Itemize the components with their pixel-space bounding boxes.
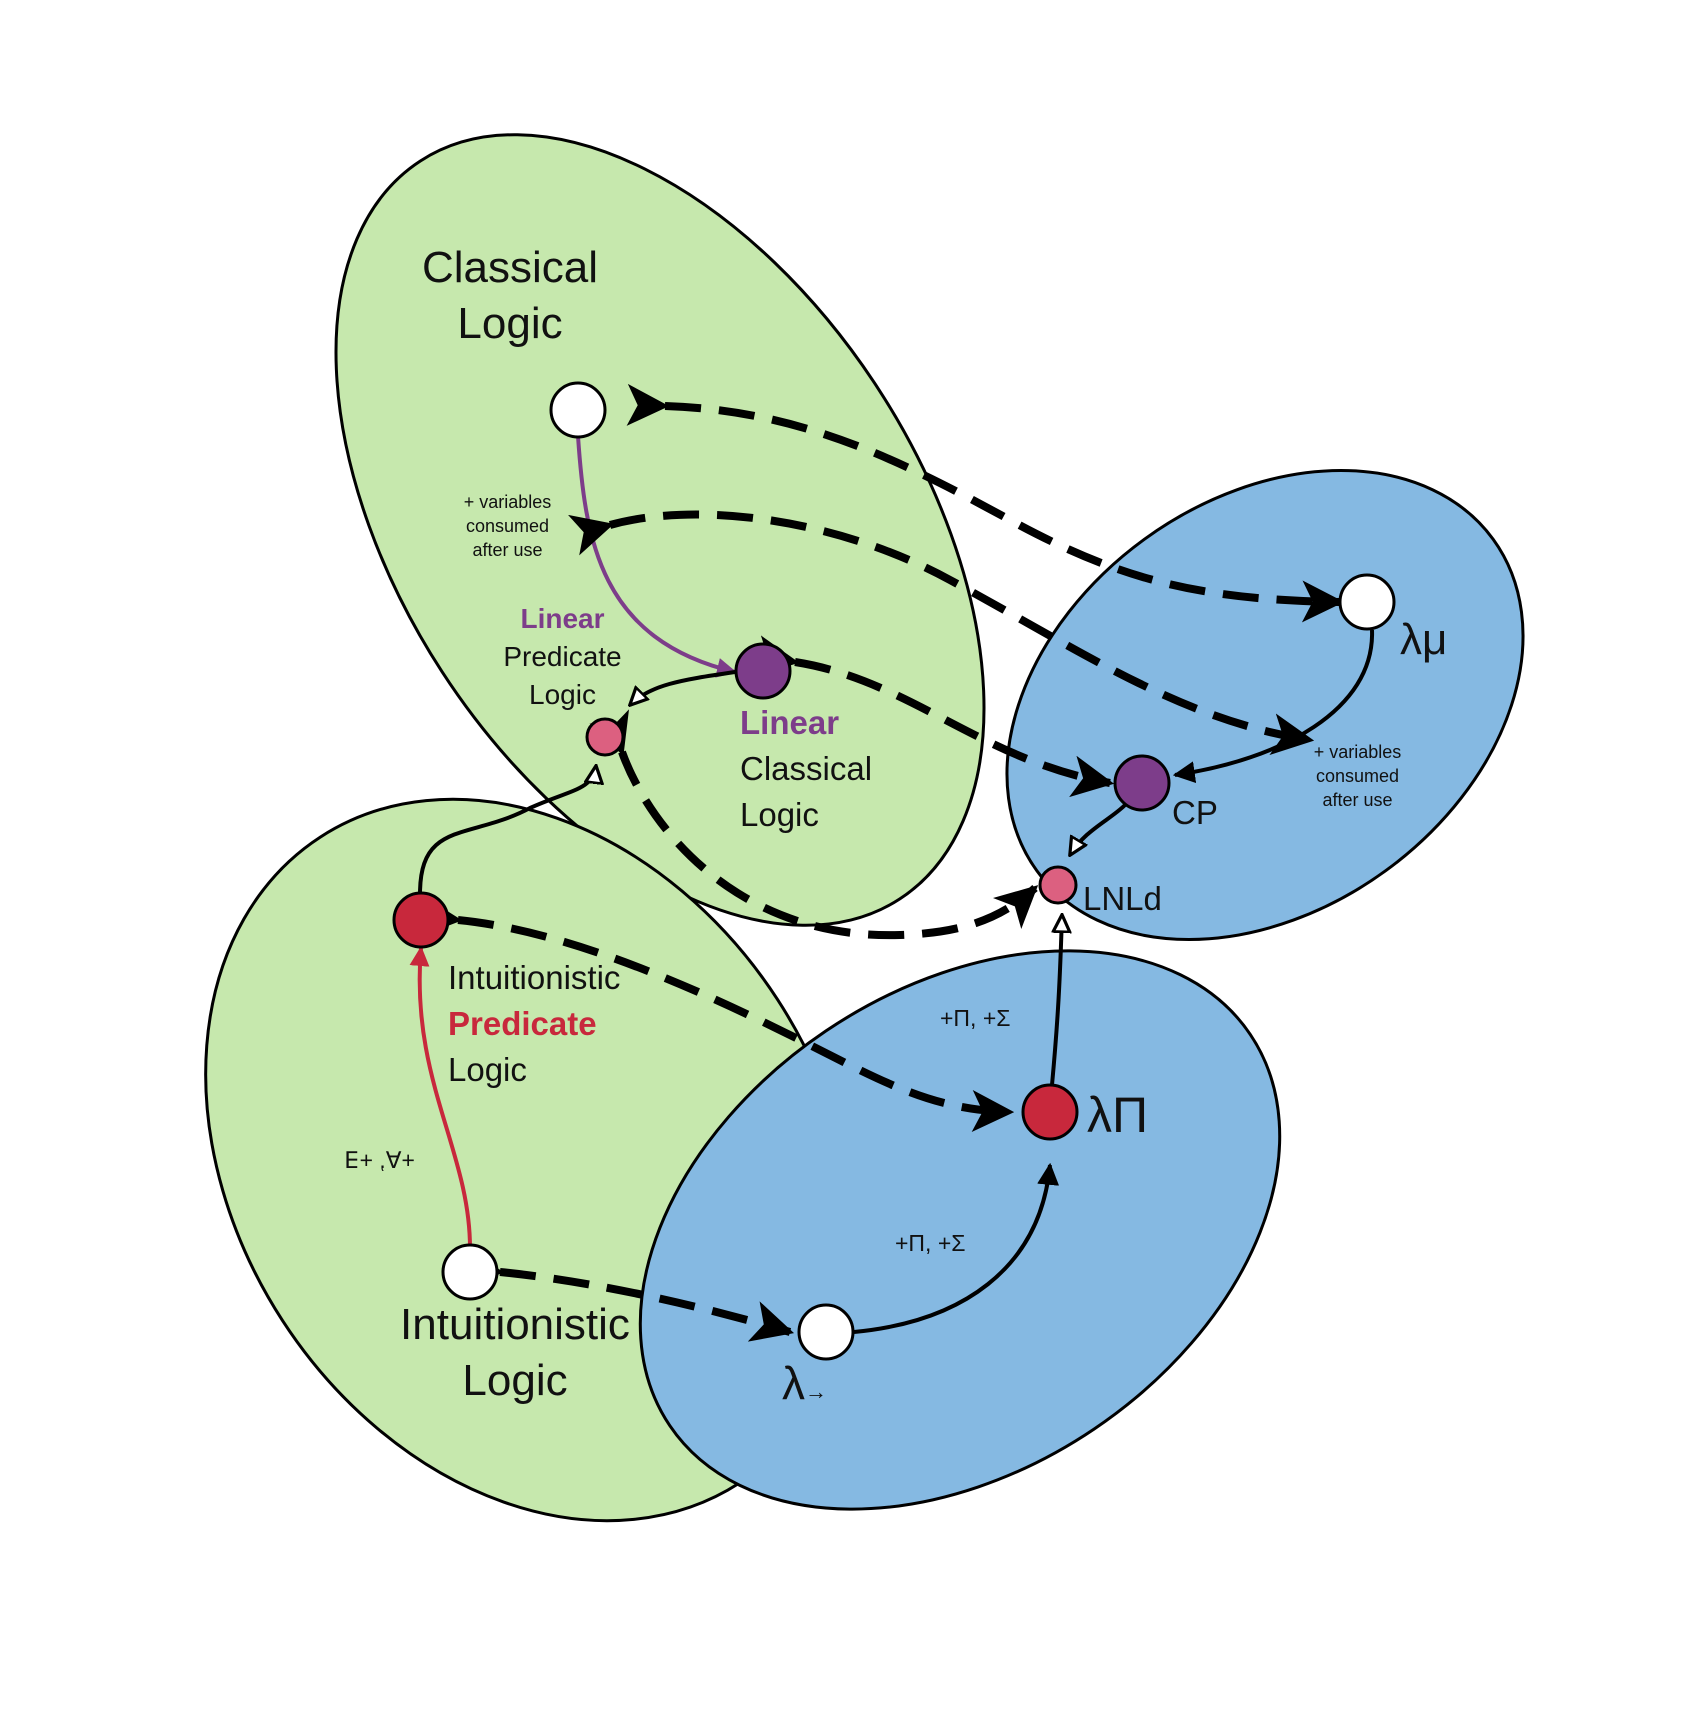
node-intuitionistic-predicate-logic (392, 891, 450, 949)
linear-classical-word-linear: Linear (740, 704, 840, 741)
edge-label-classical-to-linear: + variables consumed after use (445, 490, 570, 562)
arrow-lambda-arrow-to-lambda-pi (853, 1162, 1060, 1334)
classical-title-line2: Logic (457, 299, 563, 348)
node-lnld (1038, 865, 1078, 905)
dashed-classical-to-lambda-mu (626, 383, 1345, 623)
linear-predicate-logic-label: Linear Predicate Logic (480, 600, 645, 714)
linear-predicate-word-logic: Logic (529, 679, 596, 710)
intuitionistic-predicate-word-logic: Logic (448, 1051, 527, 1088)
arrow-intuitionistic-predicate-to-linear-predicate (418, 766, 596, 895)
dashed-linear-predicate-region-to-cp-variables (567, 510, 1315, 755)
lambda-arrow-subscript: → (805, 1379, 827, 1404)
edge-label-quantifiers-text: +∀, +∃ (345, 1147, 415, 1173)
linear-predicate-word-predicate: Predicate (503, 641, 622, 672)
lambda-pi-label: λΠ (1087, 1087, 1149, 1143)
linear-classical-word-logic: Logic (740, 796, 819, 833)
edge-label-lambdamu-line1: + variables (1313, 742, 1402, 762)
edge-label-lambdamu-line2: consumed (1315, 766, 1400, 786)
lambda-mu-calculus-region (1005, 469, 1525, 941)
edge-label-lambdaarrow-to-lambdapi: +Π, +Σ (895, 1230, 966, 1256)
edge-label-classical-line2: consumed (465, 516, 550, 536)
intuitionistic-predicate-word-predicate: Predicate (448, 1005, 597, 1042)
dashed-intuitionistic-to-lambda-arrow (460, 1247, 795, 1342)
lambda-mu-label: λμ (1400, 615, 1448, 664)
cp-label: CP (1172, 794, 1218, 831)
arrow-cp-to-lnld (1070, 803, 1127, 855)
linear-predicate-word-linear: Linear (520, 603, 605, 634)
dashed-intuitionistic-predicate-to-lambda-pi (418, 895, 1015, 1133)
edge-label-lambdamu-line3: after use (1322, 790, 1393, 810)
node-linear-classical-logic (734, 642, 792, 700)
classical-title-line1: Classical (421, 243, 599, 292)
node-lambda-pi (1021, 1083, 1079, 1141)
node-classical-logic (549, 381, 607, 439)
edge-label-lambdamu-to-cp: + variables consumed after use (1295, 740, 1420, 812)
intuitionistic-title-line1: Intuitionistic (400, 1300, 630, 1349)
node-cp (1113, 754, 1171, 812)
linear-classical-logic-label: Linear Classical Logic (740, 700, 872, 838)
intuitionistic-predicate-logic-label: Intuitionistic Predicate Logic (448, 955, 620, 1093)
intuitionistic-predicate-word-intuitionistic: Intuitionistic (448, 959, 621, 996)
node-lambda-arrow (797, 1303, 855, 1361)
node-lambda-mu (1338, 573, 1396, 631)
linear-classical-word-classical: Classical (740, 750, 873, 787)
node-linear-predicate-logic (585, 717, 625, 757)
lnld-label: LNLd (1083, 880, 1162, 917)
classical-logic-title: Classical Logic (400, 240, 620, 352)
lambda-arrow-symbol: λ (782, 1357, 805, 1409)
edge-label-lambdapi-to-lnld: +Π, +Σ (940, 1005, 1011, 1031)
node-intuitionistic-logic (441, 1243, 499, 1301)
intuitionistic-logic-title: Intuitionistic Logic (375, 1297, 655, 1409)
edge-label-intuitionistic-to-predicate: +∀, +∃ (345, 1147, 415, 1174)
arrow-lambda-pi-to-lnld (1050, 915, 1062, 1086)
edge-label-classical-line3: after use (472, 540, 543, 560)
edge-label-classical-line1: + variables (463, 492, 552, 512)
lambda-arrow-label: λ→ (782, 1355, 827, 1420)
intuitionistic-title-line2: Logic (462, 1356, 568, 1405)
